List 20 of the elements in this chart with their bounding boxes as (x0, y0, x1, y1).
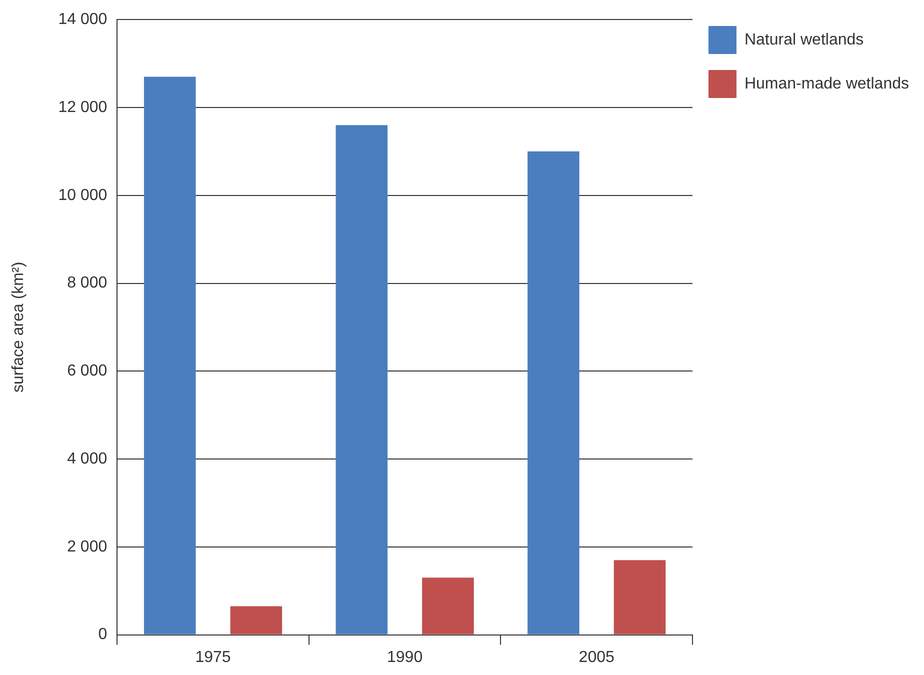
y-axis-title: surface area (km²) (10, 262, 28, 393)
y-tick-label: 14 000 (58, 11, 108, 28)
x-tick-label: 1975 (195, 648, 231, 666)
bar (144, 76, 196, 634)
y-tick-label: 12 000 (58, 98, 108, 116)
bar (422, 578, 474, 634)
bar (614, 560, 666, 634)
bar (336, 125, 388, 634)
x-tick-label: 1990 (387, 648, 423, 666)
legend-label: Natural wetlands (744, 31, 864, 48)
y-tick-label: 4 000 (67, 450, 108, 468)
bar (528, 151, 580, 634)
y-tick-label: 6 000 (67, 362, 108, 380)
y-tick-label: 0 (98, 626, 108, 644)
y-tick-label: 8 000 (67, 274, 108, 292)
legend-label: Human-made wetlands (744, 75, 910, 92)
bar (230, 606, 282, 634)
y-tick-label: 2 000 (67, 538, 108, 556)
x-tick-label: 2005 (578, 648, 614, 666)
y-tick-label: 10 000 (58, 186, 108, 204)
